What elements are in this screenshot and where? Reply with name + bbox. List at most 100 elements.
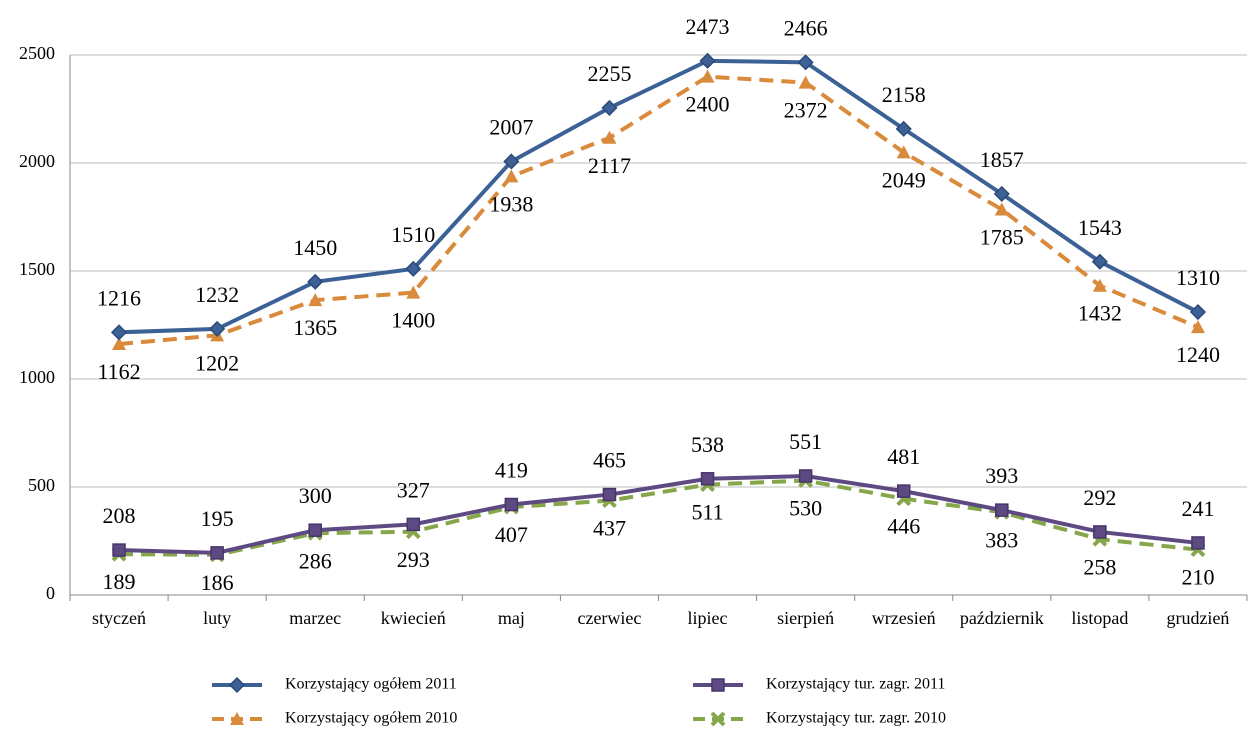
- data-label: 2372: [784, 98, 828, 123]
- data-label: 1450: [293, 235, 337, 260]
- marker: [1093, 525, 1107, 539]
- data-label: 300: [299, 483, 332, 508]
- x-tick-label: wrzesień: [872, 608, 936, 628]
- series-line: [119, 478, 1199, 557]
- data-label: 1310: [1176, 265, 1220, 290]
- legend-label: Korzystający tur. zagr. 2011: [766, 676, 945, 693]
- y-tick-label: 1500: [19, 259, 55, 279]
- data-label: 1202: [195, 350, 239, 375]
- series-line: [118, 473, 1199, 555]
- data-label: 2473: [686, 14, 730, 39]
- marker: [699, 52, 716, 69]
- marker: [896, 145, 911, 159]
- data-label: 293: [397, 547, 430, 572]
- data-label: 465: [593, 448, 626, 473]
- data-label: 437: [593, 516, 626, 541]
- x-tick-label: styczeń: [92, 608, 146, 628]
- data-label: 1240: [1176, 342, 1220, 367]
- marker: [406, 517, 421, 532]
- marker: [228, 676, 246, 694]
- data-label: 2158: [882, 82, 926, 107]
- data-label: 383: [985, 527, 1018, 552]
- marker: [896, 484, 911, 498]
- data-label: 2400: [686, 92, 730, 117]
- marker: [995, 503, 1009, 517]
- x-tick-label: lipiec: [688, 608, 728, 628]
- marker: [797, 54, 814, 71]
- legend-item: Korzystający ogółem 2010: [212, 710, 457, 727]
- marker: [994, 202, 1009, 216]
- marker: [405, 260, 422, 277]
- data-label: 241: [1181, 496, 1214, 521]
- data-label: 538: [691, 432, 724, 457]
- data-label: 1785: [980, 224, 1024, 249]
- marker: [993, 185, 1010, 202]
- x-tick-label: październik: [960, 608, 1044, 628]
- marker: [700, 472, 715, 486]
- marker: [895, 120, 912, 137]
- data-label: 2466: [784, 15, 828, 40]
- legend-item: Korzystający ogółem 2011: [212, 676, 457, 694]
- data-label: 1857: [980, 147, 1024, 172]
- marker: [504, 169, 519, 183]
- data-label: 327: [397, 477, 430, 502]
- data-label: 1543: [1078, 215, 1122, 240]
- marker: [711, 678, 725, 692]
- data-label: 2007: [489, 115, 533, 140]
- data-label: 551: [789, 429, 822, 454]
- marker: [503, 153, 520, 170]
- data-label: 1938: [489, 191, 533, 216]
- marker: [1092, 278, 1107, 292]
- marker: [710, 711, 726, 727]
- marker: [602, 130, 617, 144]
- marker: [209, 320, 226, 337]
- x-tick-label: maj: [498, 608, 525, 628]
- y-tick-label: 500: [28, 475, 55, 495]
- marker: [798, 469, 813, 483]
- marker: [112, 337, 127, 351]
- data-label: 1216: [97, 285, 141, 310]
- x-tick-label: luty: [203, 608, 231, 628]
- x-tick-label: kwiecień: [381, 608, 446, 628]
- data-label: 1432: [1078, 301, 1122, 326]
- data-label: 407: [495, 522, 528, 547]
- data-label: 258: [1083, 554, 1116, 579]
- marker: [210, 546, 224, 560]
- data-label: 1365: [293, 315, 337, 340]
- data-label: 210: [1181, 565, 1214, 590]
- data-label: 189: [103, 569, 136, 594]
- data-label: 2255: [587, 61, 631, 86]
- data-label: 186: [201, 570, 234, 595]
- marker: [1091, 253, 1108, 270]
- y-tick-label: 1000: [19, 367, 55, 387]
- marker: [1191, 536, 1205, 550]
- data-label: 1232: [195, 282, 239, 307]
- data-label: 419: [495, 458, 528, 483]
- x-tick-label: marzec: [289, 608, 341, 628]
- data-label: 1510: [391, 222, 435, 247]
- marker: [308, 293, 323, 307]
- legend-label: Korzystający ogółem 2010: [285, 710, 457, 727]
- marker: [230, 712, 244, 725]
- y-tick-label: 0: [46, 583, 55, 603]
- x-tick-label: grudzień: [1166, 608, 1229, 628]
- data-label: 530: [789, 496, 822, 521]
- marker: [1189, 303, 1207, 321]
- y-tick-label: 2500: [19, 43, 55, 63]
- marker: [110, 324, 128, 341]
- marker: [602, 487, 617, 502]
- series-line: [118, 58, 1199, 335]
- data-label: 195: [201, 506, 234, 531]
- marker: [308, 523, 322, 537]
- legend-label: Korzystający ogółem 2011: [285, 676, 457, 693]
- data-label: 292: [1083, 485, 1116, 510]
- data-label: 1162: [97, 359, 140, 384]
- x-tick-label: czerwiec: [577, 608, 641, 628]
- data-label: 2117: [588, 153, 631, 178]
- data-label: 286: [299, 548, 332, 573]
- marker: [504, 497, 519, 512]
- data-label: 1400: [391, 308, 435, 333]
- y-tick-label: 2000: [19, 151, 55, 171]
- marker: [700, 69, 715, 83]
